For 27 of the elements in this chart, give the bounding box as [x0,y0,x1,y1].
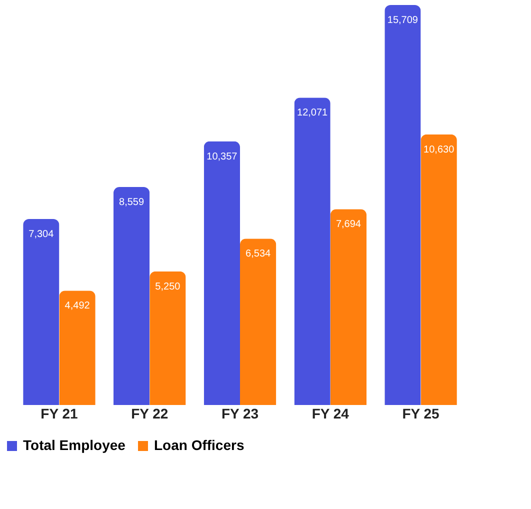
legend-label: Loan Officers [154,437,244,453]
x-tick-label: FY 24 [312,406,350,422]
x-tick-label: FY 25 [402,406,440,422]
bar [23,219,60,405]
bar [204,141,240,405]
data-label: 4,492 [64,300,90,312]
data-label: 6,534 [246,248,272,260]
data-label: 5,250 [155,281,181,292]
legend-label: Total Employee [23,437,126,453]
bar [240,238,276,405]
data-label: 8,559 [119,197,144,208]
data-label: 7,304 [28,229,54,240]
bar [420,134,457,405]
bar [113,187,150,405]
data-label: 7,694 [336,219,362,230]
data-label: 10,630 [424,144,455,156]
data-label: 15,709 [387,15,418,26]
data-label: 12,071 [297,108,328,119]
x-tick-label: FY 23 [221,406,259,422]
bar [59,290,96,405]
data-label: 10,357 [206,151,238,162]
x-tick-label: FY 21 [40,406,78,422]
x-tick-label: FY 22 [131,406,168,422]
bar [384,5,421,405]
bar [294,98,330,405]
bar [330,209,367,405]
bar [150,271,186,405]
